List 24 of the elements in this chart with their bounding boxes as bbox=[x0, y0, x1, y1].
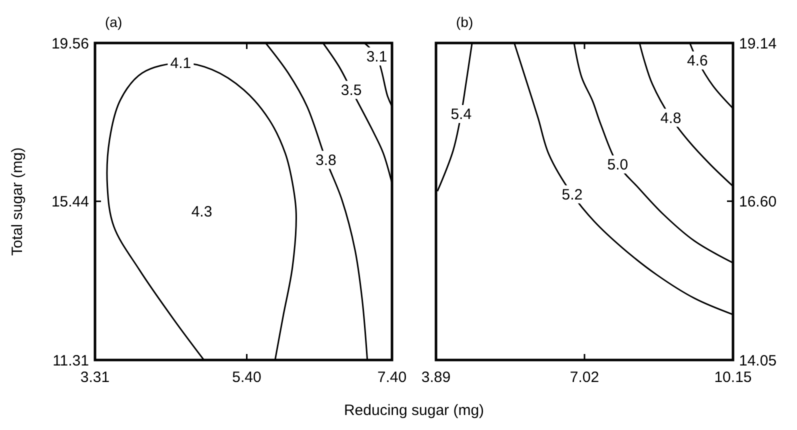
y-tick-label: 16.60 bbox=[739, 193, 777, 210]
y-tick-label: 14.05 bbox=[739, 352, 777, 370]
series-label: 4.6 bbox=[686, 52, 708, 70]
series-label: 5.2 bbox=[562, 186, 583, 204]
chart-title: (b) bbox=[456, 14, 474, 30]
x-tick-label: 7.40 bbox=[377, 369, 407, 386]
x-axis-title: Reducing sugar (mg) bbox=[344, 402, 484, 419]
y-tick-label: 19.14 bbox=[739, 35, 777, 52]
x-tick-label: 3.89 bbox=[421, 369, 451, 386]
x-tick-label: 10.15 bbox=[714, 369, 752, 386]
series-label: 3.8 bbox=[315, 152, 336, 170]
series-label: 4.8 bbox=[660, 110, 682, 127]
x-tick-label: 5.40 bbox=[232, 369, 262, 386]
x-tick-label: 3.31 bbox=[80, 369, 110, 386]
series-label: 3.1 bbox=[366, 48, 388, 66]
chart-title: (a) bbox=[105, 14, 122, 30]
series-label: 5.4 bbox=[450, 106, 472, 124]
y-axis-title: Total sugar (mg) bbox=[9, 147, 26, 256]
y-tick-label: 19.56 bbox=[51, 35, 89, 52]
y-tick-label: 15.44 bbox=[51, 194, 89, 211]
series-label: 3.5 bbox=[340, 82, 362, 100]
y-tick-label: 11.31 bbox=[52, 352, 89, 370]
annotation: 4.3 bbox=[191, 204, 212, 221]
x-tick-label: 7.02 bbox=[570, 369, 600, 386]
